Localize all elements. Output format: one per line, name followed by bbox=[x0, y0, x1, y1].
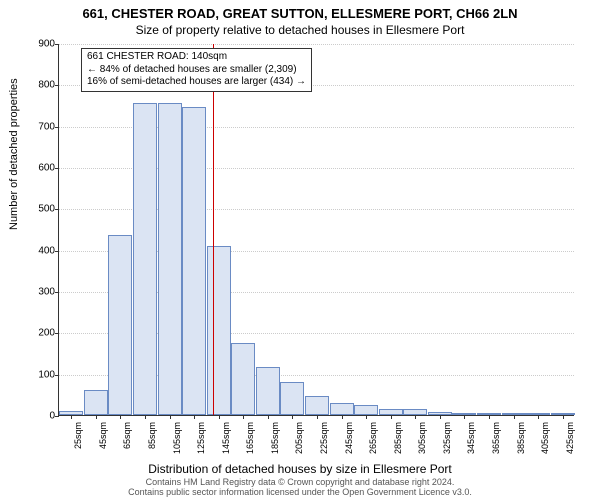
y-tick-mark bbox=[55, 375, 59, 376]
x-tick-mark bbox=[194, 415, 195, 419]
callout-line1: 661 CHESTER ROAD: 140sqm bbox=[87, 51, 306, 64]
histogram-bar bbox=[158, 103, 182, 415]
x-tick-label: 45sqm bbox=[98, 422, 108, 462]
x-tick-label: 365sqm bbox=[491, 422, 501, 462]
x-tick-label: 325sqm bbox=[442, 422, 452, 462]
x-tick-mark bbox=[170, 415, 171, 419]
title-main: 661, CHESTER ROAD, GREAT SUTTON, ELLESME… bbox=[0, 0, 600, 21]
x-tick-mark bbox=[440, 415, 441, 419]
x-tick-label: 185sqm bbox=[270, 422, 280, 462]
x-tick-label: 65sqm bbox=[122, 422, 132, 462]
y-tick-label: 200 bbox=[27, 328, 55, 339]
x-tick-label: 345sqm bbox=[466, 422, 476, 462]
x-tick-mark bbox=[514, 415, 515, 419]
y-tick-mark bbox=[55, 416, 59, 417]
y-tick-mark bbox=[55, 127, 59, 128]
x-tick-label: 145sqm bbox=[221, 422, 231, 462]
title-sub: Size of property relative to detached ho… bbox=[0, 21, 600, 41]
x-tick-mark bbox=[120, 415, 121, 419]
x-tick-mark bbox=[342, 415, 343, 419]
x-tick-label: 245sqm bbox=[344, 422, 354, 462]
callout-line2: ← 84% of detached houses are smaller (2,… bbox=[87, 64, 306, 77]
x-axis-label: Distribution of detached houses by size … bbox=[0, 462, 600, 476]
x-tick-mark bbox=[415, 415, 416, 419]
histogram-bar bbox=[133, 103, 157, 415]
x-tick-mark bbox=[489, 415, 490, 419]
x-tick-mark bbox=[145, 415, 146, 419]
histogram-bar bbox=[182, 107, 206, 415]
x-tick-mark bbox=[219, 415, 220, 419]
y-tick-mark bbox=[55, 209, 59, 210]
x-tick-label: 425sqm bbox=[565, 422, 575, 462]
x-tick-mark bbox=[563, 415, 564, 419]
y-tick-mark bbox=[55, 251, 59, 252]
y-tick-label: 500 bbox=[27, 204, 55, 215]
x-tick-mark bbox=[71, 415, 72, 419]
x-tick-mark bbox=[391, 415, 392, 419]
x-tick-label: 105sqm bbox=[172, 422, 182, 462]
reference-line bbox=[213, 44, 214, 415]
histogram-bar bbox=[108, 235, 132, 415]
y-tick-label: 400 bbox=[27, 245, 55, 256]
y-tick-label: 800 bbox=[27, 80, 55, 91]
x-tick-mark bbox=[317, 415, 318, 419]
y-tick-mark bbox=[55, 333, 59, 334]
y-tick-label: 0 bbox=[27, 411, 55, 422]
x-tick-label: 25sqm bbox=[73, 422, 83, 462]
histogram-bar bbox=[231, 343, 255, 415]
y-tick-mark bbox=[55, 44, 59, 45]
y-tick-label: 900 bbox=[27, 39, 55, 50]
histogram-bar bbox=[305, 396, 329, 415]
x-tick-label: 405sqm bbox=[540, 422, 550, 462]
gridline bbox=[59, 44, 574, 45]
histogram-bar bbox=[207, 246, 231, 415]
x-tick-mark bbox=[243, 415, 244, 419]
x-tick-label: 305sqm bbox=[417, 422, 427, 462]
x-tick-mark bbox=[538, 415, 539, 419]
y-tick-label: 300 bbox=[27, 287, 55, 298]
histogram-bar bbox=[84, 390, 108, 415]
histogram-bar bbox=[256, 367, 280, 415]
histogram-bar bbox=[280, 382, 304, 415]
y-tick-mark bbox=[55, 292, 59, 293]
y-tick-label: 600 bbox=[27, 163, 55, 174]
y-axis-label: Number of detached properties bbox=[8, 78, 20, 230]
footer-line2: Contains public sector information licen… bbox=[0, 488, 600, 498]
x-tick-label: 285sqm bbox=[393, 422, 403, 462]
x-tick-mark bbox=[268, 415, 269, 419]
x-tick-label: 205sqm bbox=[294, 422, 304, 462]
x-tick-label: 165sqm bbox=[245, 422, 255, 462]
x-tick-mark bbox=[292, 415, 293, 419]
histogram-chart: 010020030040050060070080090025sqm45sqm65… bbox=[58, 44, 574, 416]
x-tick-mark bbox=[366, 415, 367, 419]
x-tick-label: 385sqm bbox=[516, 422, 526, 462]
y-tick-mark bbox=[55, 168, 59, 169]
callout-line3: 16% of semi-detached houses are larger (… bbox=[87, 76, 306, 89]
x-tick-label: 125sqm bbox=[196, 422, 206, 462]
footer-attribution: Contains HM Land Registry data © Crown c… bbox=[0, 478, 600, 498]
x-tick-mark bbox=[464, 415, 465, 419]
x-tick-mark bbox=[96, 415, 97, 419]
histogram-bar bbox=[354, 405, 378, 415]
y-tick-label: 100 bbox=[27, 369, 55, 380]
callout-box: 661 CHESTER ROAD: 140sqm← 84% of detache… bbox=[81, 48, 312, 92]
x-tick-label: 225sqm bbox=[319, 422, 329, 462]
x-tick-label: 85sqm bbox=[147, 422, 157, 462]
x-tick-label: 265sqm bbox=[368, 422, 378, 462]
histogram-bar bbox=[330, 403, 354, 415]
y-tick-label: 700 bbox=[27, 121, 55, 132]
y-tick-mark bbox=[55, 85, 59, 86]
